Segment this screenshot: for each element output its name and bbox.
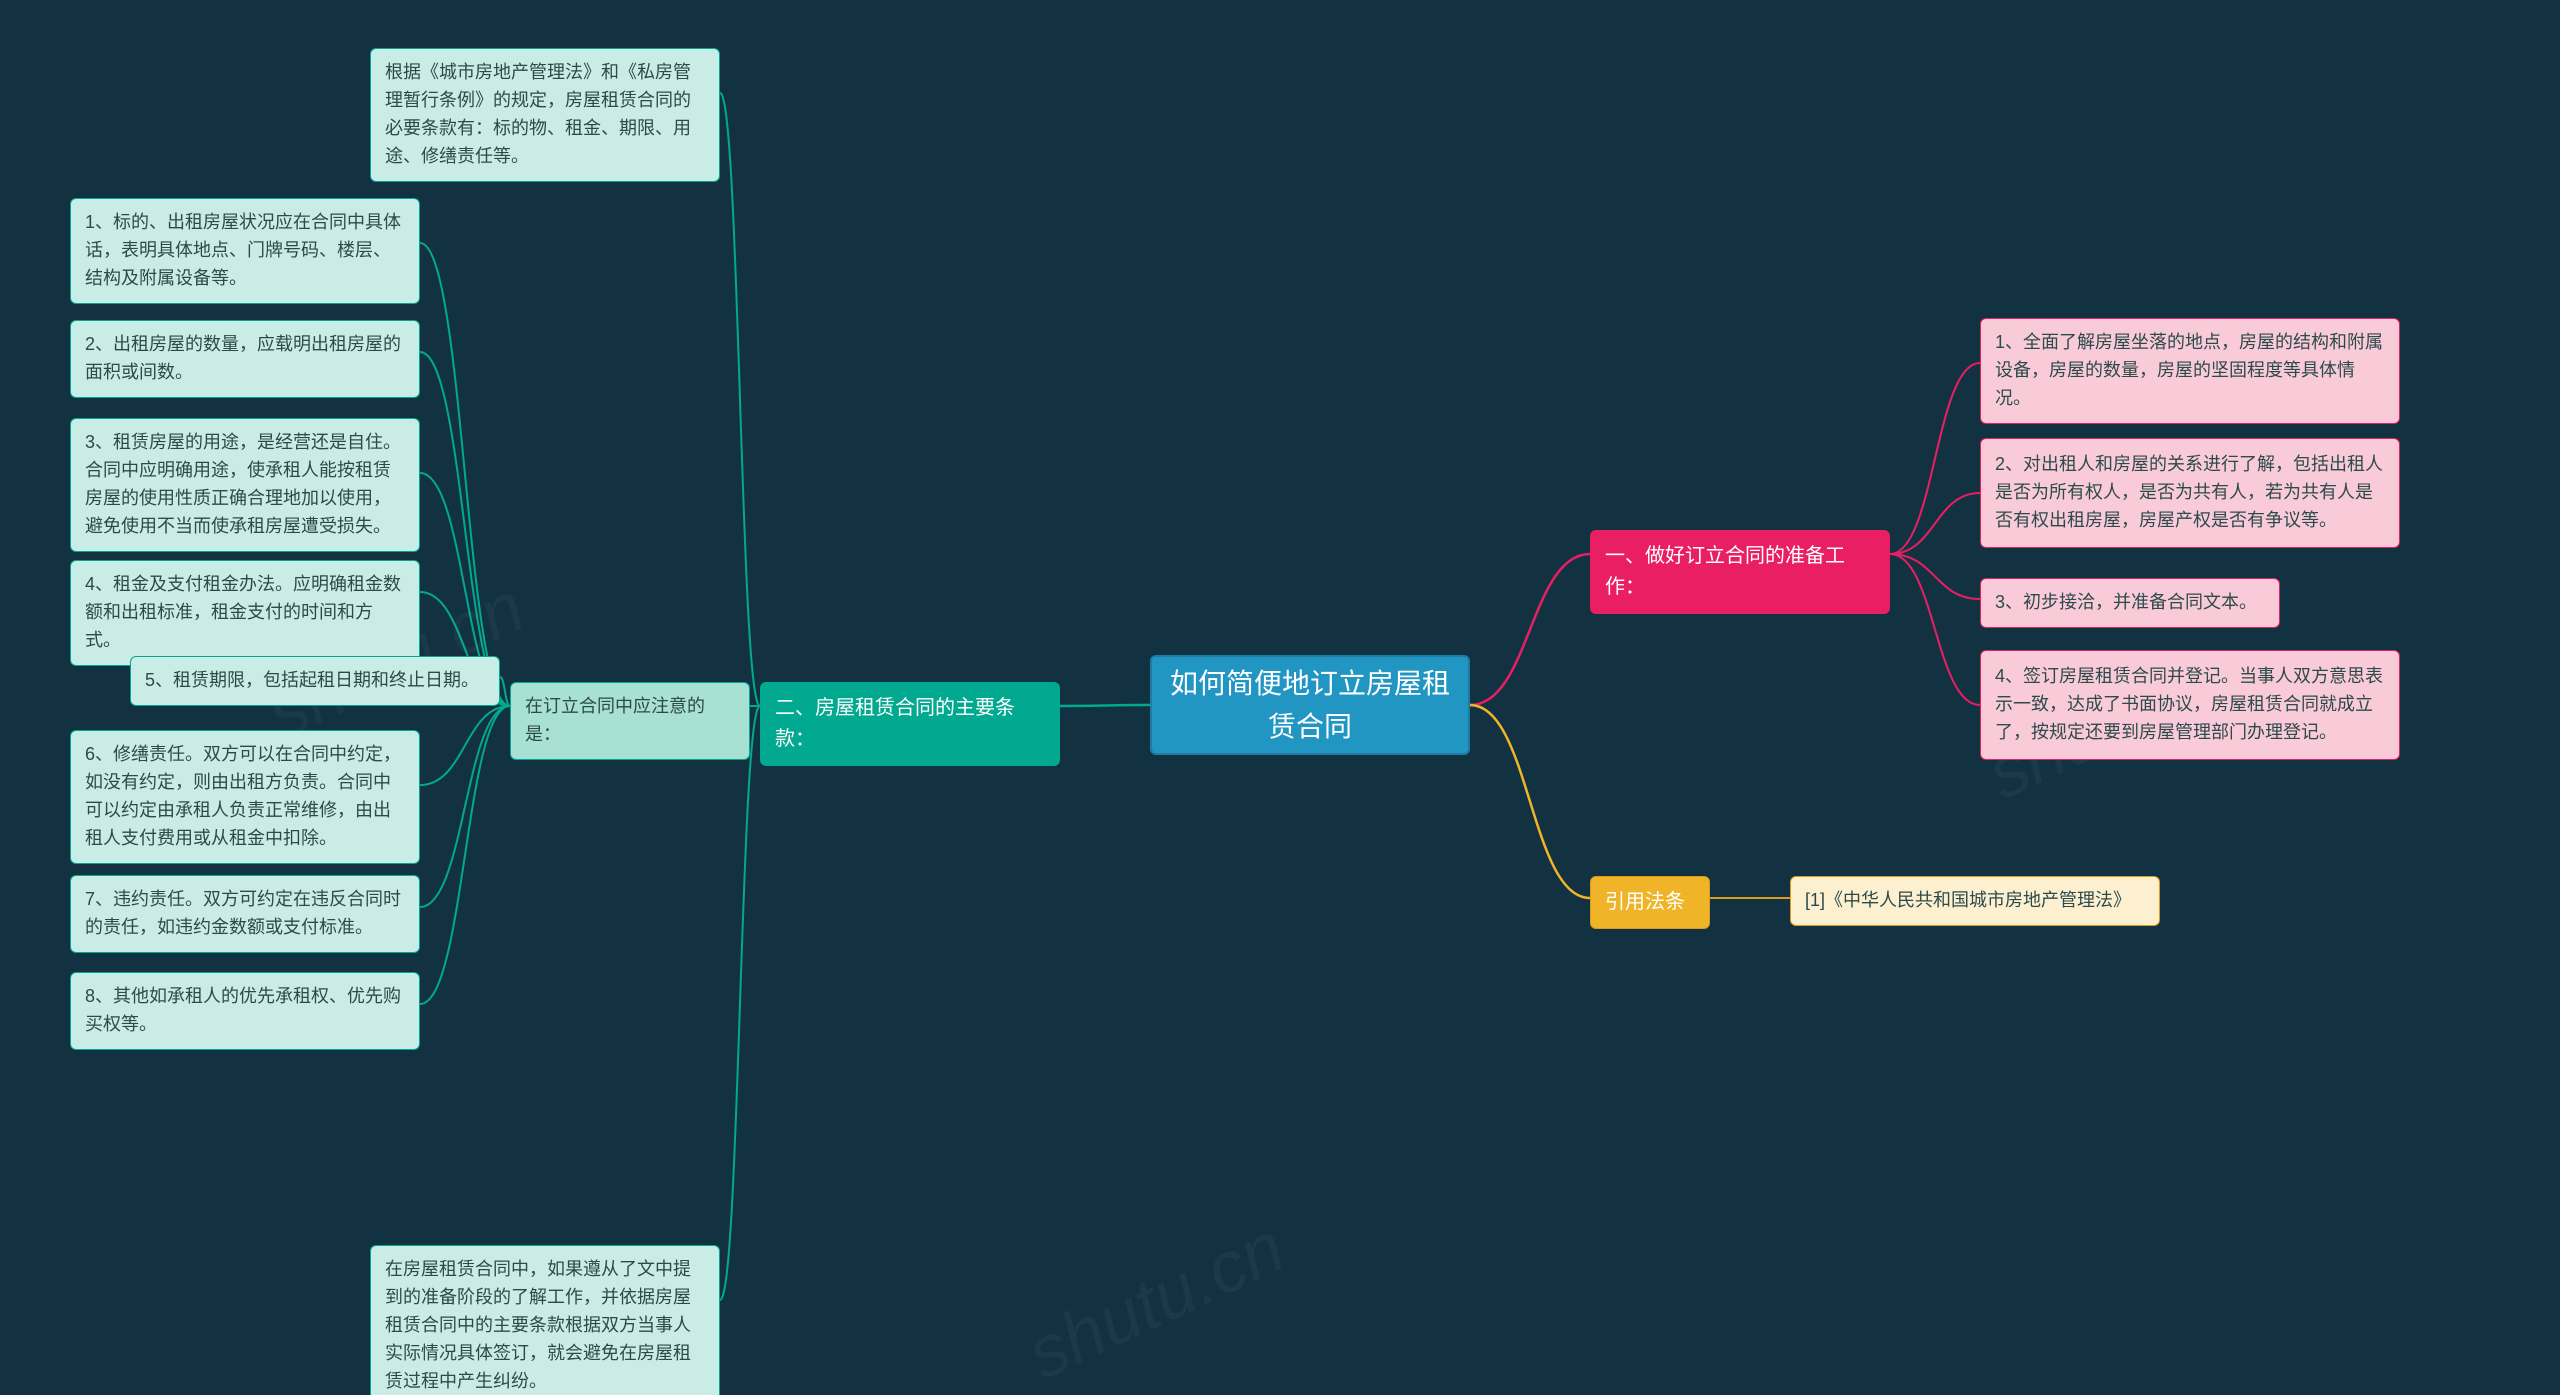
branch-b2[interactable]: 二、房屋租赁合同的主要条款： (760, 682, 1060, 766)
leaf-b2-s4: 5、租赁期限，包括起租日期和终止日期。 (130, 656, 500, 706)
leaf-b2-s5: 6、修缮责任。双方可以在合同中约定，如没有约定，则由出租方负责。合同中可以约定由… (70, 730, 420, 864)
branch-b3[interactable]: 引用法条 (1590, 876, 1710, 929)
leaf-b1-2: 3、初步接洽，并准备合同文本。 (1980, 578, 2280, 628)
leaf-b2-s7: 8、其他如承租人的优先承租权、优先购买权等。 (70, 972, 420, 1050)
leaf-b1-3: 4、签订房屋租赁合同并登记。当事人双方意思表示一致，达成了书面协议，房屋租赁合同… (1980, 650, 2400, 760)
leaf-b2-s1: 2、出租房屋的数量，应载明出租房屋的面积或间数。 (70, 320, 420, 398)
sub-b2[interactable]: 在订立合同中应注意的是： (510, 682, 750, 760)
leaf-b2-d0: 根据《城市房地产管理法》和《私房管理暂行条例》的规定，房屋租赁合同的必要条款有：… (370, 48, 720, 182)
leaf-b1-0: 1、全面了解房屋坐落的地点，房屋的结构和附属设备，房屋的数量，房屋的坚固程度等具… (1980, 318, 2400, 424)
root-node[interactable]: 如何简便地订立房屋租赁合同 (1150, 655, 1470, 755)
leaf-b1-1: 2、对出租人和房屋的关系进行了解，包括出租人是否为所有权人，是否为共有人，若为共… (1980, 438, 2400, 548)
leaf-b2-s2: 3、租赁房屋的用途，是经营还是自住。合同中应明确用途，使承租人能按租赁房屋的使用… (70, 418, 420, 552)
leaf-b2-d1: 在房屋租赁合同中，如果遵从了文中提到的准备阶段的了解工作，并依据房屋租赁合同中的… (370, 1245, 720, 1395)
leaf-b3-0: [1]《中华人民共和国城市房地产管理法》 (1790, 876, 2160, 926)
leaf-b2-s6: 7、违约责任。双方可约定在违反合同时的责任，如违约金数额或支付标准。 (70, 875, 420, 953)
leaf-b2-s3: 4、租金及支付租金办法。应明确租金数额和出租标准，租金支付的时间和方式。 (70, 560, 420, 666)
watermark: shutu.cn (1015, 1206, 1296, 1395)
branch-b1[interactable]: 一、做好订立合同的准备工作： (1590, 530, 1890, 614)
leaf-b2-s0: 1、标的、出租房屋状况应在合同中具体话，表明具体地点、门牌号码、楼层、结构及附属… (70, 198, 420, 304)
